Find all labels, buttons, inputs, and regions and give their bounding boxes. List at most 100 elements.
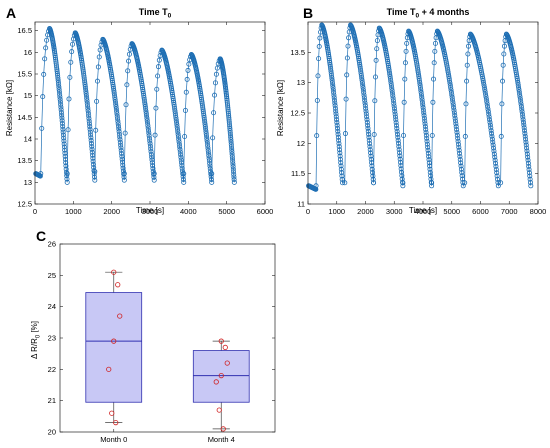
data-point <box>168 80 174 86</box>
data-point <box>395 137 401 143</box>
data-point <box>364 114 370 120</box>
data-point <box>354 48 360 54</box>
data-point <box>494 173 500 179</box>
data-point <box>184 76 190 82</box>
data-point <box>181 179 187 185</box>
data-point <box>55 79 61 85</box>
data-point <box>519 111 525 117</box>
data-point <box>56 84 62 90</box>
data-point <box>332 105 338 111</box>
panel-a-series <box>33 25 237 185</box>
data-point <box>492 154 498 160</box>
data-point <box>229 146 235 152</box>
data-point <box>462 133 468 139</box>
y-tick-label: 11 <box>297 200 305 209</box>
data-point <box>175 134 181 140</box>
data-point <box>142 104 148 110</box>
data-point <box>416 78 422 84</box>
data-point <box>84 98 90 104</box>
data-point <box>114 108 120 114</box>
panel-c: C Δ R/R0 [%] Month 0 Month 4 20 21 22 23 24 25… <box>30 228 276 444</box>
data-point <box>419 94 425 100</box>
data-point <box>59 115 65 121</box>
data-point <box>520 119 526 125</box>
data-point <box>329 73 335 79</box>
data-point <box>329 77 335 83</box>
data-point <box>450 97 456 103</box>
data-point <box>518 101 524 107</box>
data-point <box>212 92 218 98</box>
data-point <box>204 140 210 146</box>
data-point <box>63 166 69 172</box>
data-point <box>79 59 85 65</box>
data-point <box>112 94 118 100</box>
data-point <box>454 127 460 133</box>
data-point <box>527 173 533 179</box>
data-point <box>398 159 404 165</box>
data-point <box>404 40 410 46</box>
data-point <box>213 71 219 77</box>
panel-a-x-axis-label: Time [s] <box>136 206 164 215</box>
x-tick-label: 1000 <box>328 207 345 216</box>
data-point <box>366 131 372 137</box>
data-point <box>150 168 156 174</box>
data-point <box>155 64 161 70</box>
data-point <box>138 73 144 79</box>
data-point <box>430 99 436 105</box>
data-point <box>396 147 402 153</box>
data-point <box>520 117 526 123</box>
data-point <box>206 158 212 164</box>
data-point <box>392 114 398 120</box>
data-point <box>392 108 398 114</box>
data-point <box>145 122 151 128</box>
y-tick-label: 12.5 <box>290 109 305 118</box>
data-point <box>431 60 437 66</box>
data-point <box>148 151 154 157</box>
panel-b-y-ticks: 11 11.5 12 12.5 13 13.5 <box>290 48 538 209</box>
data-point <box>52 53 58 59</box>
data-point <box>167 79 173 85</box>
data-point <box>487 122 493 128</box>
data-point <box>369 163 375 169</box>
data-point <box>223 90 229 96</box>
data-point <box>335 128 341 134</box>
data-point <box>115 121 121 127</box>
data-point <box>424 138 430 144</box>
data-point <box>174 119 180 125</box>
x-tick-label: 6000 <box>472 207 489 216</box>
data-point <box>90 155 96 161</box>
data-point <box>337 153 343 159</box>
data-point <box>329 75 335 81</box>
y-tick-label: 13.5 <box>290 48 305 57</box>
data-point <box>58 104 64 110</box>
data-point <box>522 130 528 136</box>
data-point <box>147 143 153 149</box>
data-point <box>144 113 150 119</box>
data-point <box>429 132 435 138</box>
data-point <box>56 89 62 95</box>
y-tick-label: 12 <box>297 139 305 148</box>
data-point <box>367 144 373 150</box>
data-point <box>228 139 234 145</box>
data-point <box>231 169 237 175</box>
data-point <box>145 127 151 133</box>
data-point <box>58 107 64 113</box>
data-point <box>522 133 528 139</box>
data-point <box>89 143 95 149</box>
data-point <box>207 163 213 169</box>
data-point <box>339 170 345 176</box>
data-point <box>144 118 150 124</box>
data-point <box>526 167 532 173</box>
data-point <box>499 101 505 107</box>
data-point <box>113 106 119 112</box>
data-point <box>492 157 498 163</box>
data-point <box>418 87 424 93</box>
data-point <box>198 91 204 97</box>
data-point <box>60 123 66 129</box>
data-point <box>111 338 117 344</box>
category-label: Month 4 <box>208 435 235 444</box>
data-point <box>417 85 423 91</box>
data-point <box>92 174 98 180</box>
data-point <box>524 148 530 154</box>
panel-c-y-axis-label: Δ R/R0 [%] <box>30 321 42 359</box>
